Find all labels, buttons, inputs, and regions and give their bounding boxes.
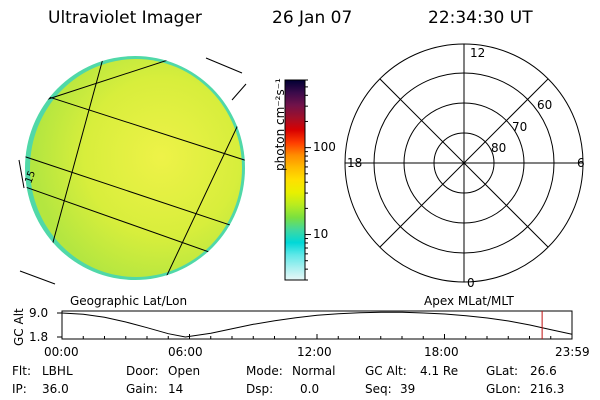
x-tick-label-0600: 06:00: [168, 345, 203, 359]
x-tick-label-2359: 23:59: [555, 345, 590, 359]
altitude-curve: [61, 311, 573, 338]
mlt-label-18: 18: [347, 156, 363, 170]
dsp-label: Dsp:: [246, 382, 274, 396]
dsp-value: 0.0: [300, 382, 320, 396]
altitude-ymin-label: 1.8: [29, 330, 49, 344]
mlt-label-6: 6: [577, 156, 585, 170]
colorbar-ticks: [305, 79, 311, 281]
mlat-label-70: 70: [512, 120, 528, 134]
colorbar-tick-label-100: 100: [313, 139, 336, 154]
seq-value: 39: [400, 382, 416, 396]
x-tick-label-1800: 18:00: [424, 345, 459, 359]
mode-value: Normal: [292, 364, 336, 378]
polar-projection-label: Apex MLat/MLT: [424, 294, 514, 308]
mlt-label-0: 0: [467, 276, 475, 290]
edge-label: 15: [23, 169, 38, 185]
gcalt-label: GC Alt:: [365, 364, 407, 378]
x-tick-label-1200: 12:00: [297, 345, 332, 359]
x-tick-label-0000: 00:00: [44, 345, 79, 359]
glat-value: 26.6: [530, 364, 557, 378]
glat-label: GLat:: [486, 364, 519, 378]
altitude-strip: [57, 310, 573, 340]
header-date: 26 Jan 07: [272, 8, 353, 28]
colorbar: [284, 79, 311, 281]
colorbar-unit-label: photon cm⁻²s⁻¹: [273, 78, 287, 171]
door-label: Door:: [126, 364, 159, 378]
filter-label: Flt:: [12, 364, 31, 378]
mlat-label-80: 80: [491, 141, 507, 155]
image-projection-label: Geographic Lat/Lon: [70, 294, 188, 308]
mode-label: Mode:: [246, 364, 283, 378]
earth-image: [18, 56, 247, 285]
polar-plot: [344, 43, 584, 283]
gcalt-value: 4.1 Re: [420, 364, 459, 378]
glon-value: 216.3: [530, 382, 565, 396]
altitude-ylabel: GC Alt: [12, 308, 26, 346]
ip-label: IP:: [12, 382, 27, 396]
mlat-label-60: 60: [537, 98, 553, 112]
ip-value: 36.0: [42, 382, 69, 396]
gain-label: Gain:: [126, 382, 158, 396]
filter-value: LBHL: [42, 364, 73, 378]
mlt-label-12: 12: [470, 46, 486, 60]
door-value: Open: [168, 364, 201, 378]
instrument-title: Ultraviolet Imager: [48, 8, 202, 28]
altitude-ymax-label: 9.0: [29, 306, 49, 320]
geo-grid-outside: [18, 57, 247, 285]
seq-label: Seq:: [365, 382, 392, 396]
colorbar-tick-label-10: 10: [313, 226, 329, 241]
altitude-x-ticks: [61, 334, 573, 339]
glon-label: GLon:: [486, 382, 521, 396]
header-time: 22:34:30 UT: [428, 8, 533, 28]
gain-value: 14: [168, 382, 184, 396]
